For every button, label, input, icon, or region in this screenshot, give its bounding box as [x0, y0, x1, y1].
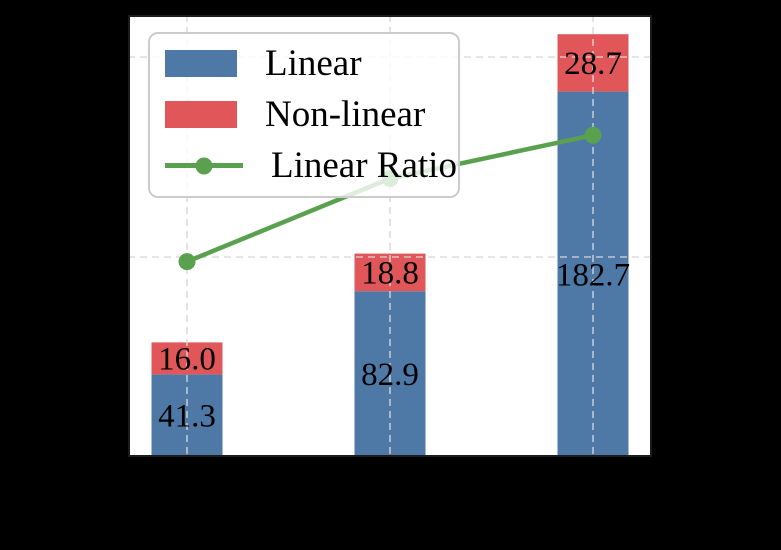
- legend-item-nonlinear: Non-linear: [165, 89, 458, 140]
- plot-area: 41.3 16.0 82.9 18.8 182.7 28.7 Linear Non-lin…: [128, 15, 652, 457]
- legend-item-linear: Linear: [165, 38, 458, 89]
- bar-value-label-non-linear: 18.8: [361, 255, 419, 291]
- legend-dot-icon: [195, 157, 213, 174]
- legend-label-linear-ratio: Linear Ratio: [271, 145, 457, 186]
- bar-value-label-linear: 182.7: [556, 257, 630, 293]
- legend-swatch-linear-icon: [165, 50, 237, 77]
- ratio-point: [584, 126, 602, 144]
- chart-canvas: 41.3 16.0 82.9 18.8 182.7 28.7: [128, 15, 652, 457]
- bar-value-label-non-linear: 28.7: [564, 46, 622, 82]
- bar-value-label-non-linear: 16.0: [158, 341, 216, 377]
- legend-label-linear: Linear: [265, 43, 362, 84]
- ratio-point: [178, 253, 196, 271]
- legend-item-linear-ratio: Linear Ratio: [165, 140, 458, 191]
- legend-label-nonlinear: Non-linear: [265, 94, 426, 135]
- bar-value-label-linear: 41.3: [158, 399, 216, 435]
- axes-spine: [128, 15, 652, 457]
- bar-value-label-linear: 82.9: [361, 357, 419, 393]
- legend-swatch-nonlinear-icon: [165, 101, 237, 128]
- legend-line-dot-icon: [165, 152, 243, 179]
- legend: Linear Non-linear Linear Ratio: [148, 32, 460, 198]
